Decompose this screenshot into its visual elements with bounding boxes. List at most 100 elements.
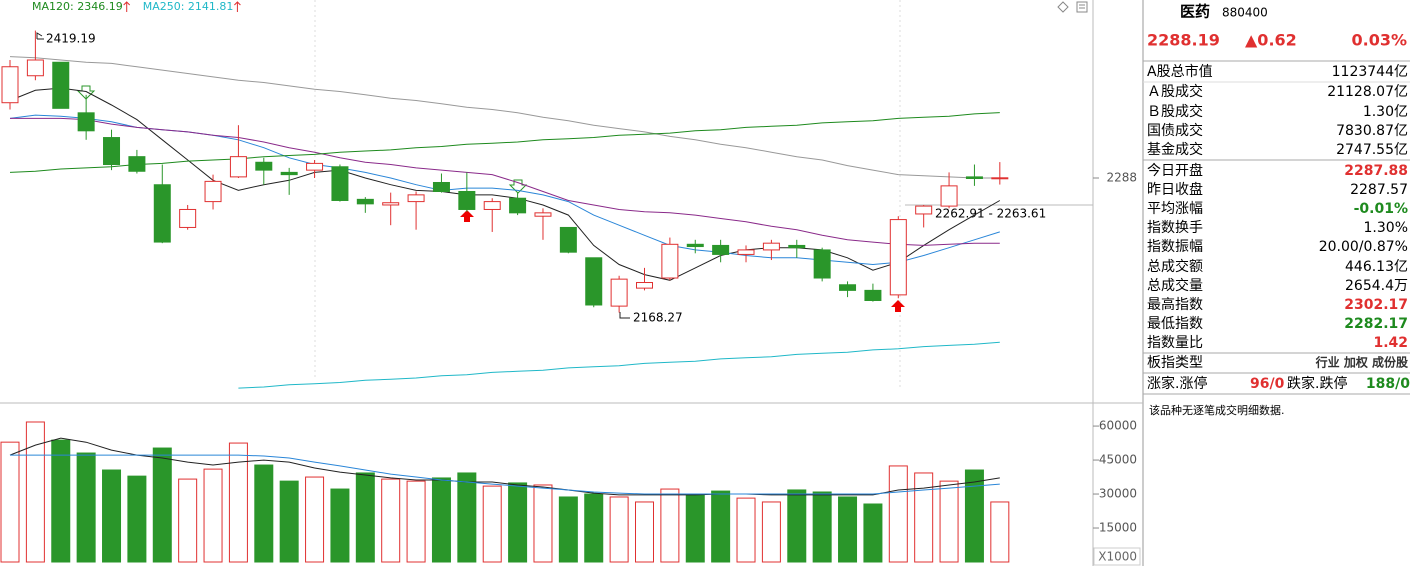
row-label: 总成交额	[1147, 258, 1203, 275]
candle-body	[661, 243, 679, 279]
row-value: 7830.87亿	[1336, 123, 1408, 139]
row-value: 2302.17	[1344, 297, 1408, 313]
candle-body	[229, 156, 247, 178]
row-value: 21128.07亿	[1327, 84, 1408, 100]
volume-bar	[457, 472, 477, 563]
y-tick-label: 15000	[1099, 521, 1137, 535]
annotation: 2419.19	[46, 32, 96, 46]
candle-body	[77, 112, 95, 132]
annotation-arrow	[619, 312, 630, 319]
row-label: 指数量比	[1147, 335, 1203, 351]
legend-entry: MA120: 2346.19	[32, 0, 123, 13]
change-pct: 0.03%	[1351, 31, 1407, 50]
volume-bar	[203, 468, 223, 563]
legend: MA120: 2346.19 MA250: 2141.81	[32, 0, 241, 13]
candle-body	[382, 202, 400, 206]
candle-body	[432, 181, 450, 192]
row-label: 平均涨幅	[1147, 201, 1203, 217]
candle-body	[686, 243, 704, 248]
signal-up	[891, 300, 905, 312]
volume-bar	[25, 421, 45, 563]
volume-bar	[964, 469, 984, 563]
candle-body	[52, 61, 70, 109]
volume-bar	[254, 464, 274, 563]
candle-body	[762, 242, 780, 251]
candle-body	[585, 257, 603, 306]
candle-body	[458, 190, 476, 210]
volume-bar	[431, 477, 451, 563]
ma-line	[9, 87, 1001, 281]
row-label: 昨日收盘	[1147, 181, 1203, 198]
candle-body	[280, 171, 298, 176]
annotation: 2168.27	[633, 311, 683, 325]
candle-body	[534, 212, 552, 217]
candle-body	[559, 226, 577, 253]
candle-body	[864, 289, 882, 301]
candle-body	[788, 244, 806, 249]
candle-body	[940, 185, 958, 207]
candle-body	[636, 282, 653, 289]
candle-body	[306, 162, 324, 171]
row-label: 最低指数	[1147, 316, 1203, 332]
info-panel: 医药 880400 2288.19 ▲0.62 0.03% A股总市值 11237…	[1143, 3, 1410, 417]
row-label: A股总市值	[1147, 63, 1213, 80]
price: 2288.19	[1147, 31, 1220, 50]
unit-label: X1000	[1098, 550, 1137, 564]
volume-bar	[787, 489, 807, 563]
volume-bar	[584, 493, 604, 563]
row-value: 446.13亿	[1345, 259, 1408, 275]
volume-bar	[711, 490, 731, 563]
rise-label: 涨家.涨停	[1147, 375, 1207, 392]
change: ▲0.62	[1245, 31, 1297, 50]
candle-body	[991, 177, 1009, 180]
volume-bar	[330, 488, 350, 563]
candle-body	[1, 66, 19, 104]
candle-body	[255, 161, 273, 171]
volume-bar	[838, 496, 858, 563]
index-name: 医药	[1180, 3, 1210, 21]
volume-bar	[76, 452, 96, 563]
legend-entry: MA250: 2141.81	[143, 0, 234, 13]
y-tick-label: 2288	[1106, 171, 1137, 185]
volume-bar	[508, 482, 528, 563]
legend-arrow	[123, 1, 131, 12]
row-value: 行业 加权 成份股	[1315, 355, 1409, 370]
volume-bar	[305, 476, 325, 563]
candle-body	[356, 198, 374, 205]
row-value: 2654.4万	[1345, 278, 1408, 294]
candle-body	[737, 249, 755, 255]
volume-bar	[381, 478, 401, 563]
y-tick-label: 45000	[1099, 453, 1137, 467]
signal-up	[460, 210, 474, 222]
volume-bar	[152, 447, 172, 563]
rise-value: 96/0	[1250, 376, 1285, 392]
candle-body	[839, 284, 857, 291]
volume-bar	[863, 503, 883, 563]
candle-body	[610, 278, 628, 307]
volume-bar	[660, 488, 680, 563]
candle-body	[128, 156, 146, 172]
volume-bar	[228, 442, 248, 563]
row-value: 2747.55亿	[1336, 142, 1408, 158]
row-value: 2282.17	[1344, 316, 1408, 332]
note: 该品种无逐笔成交明细数据.	[1149, 403, 1285, 417]
volume-bar	[761, 501, 781, 563]
annotation-arrow	[36, 32, 44, 40]
volume-bar	[914, 472, 934, 563]
candle-body	[407, 194, 425, 203]
ma-line	[238, 341, 1000, 389]
y-tick-label: 60000	[1099, 419, 1137, 433]
candle-body	[153, 184, 171, 243]
row-label: 板指类型	[1147, 355, 1203, 371]
fall-label: 跌家.跌停	[1287, 375, 1347, 392]
candle-body	[331, 166, 349, 201]
menu-icon[interactable]	[1076, 1, 1088, 13]
candle-body	[965, 176, 983, 179]
volume-bar	[990, 501, 1010, 563]
diamond-icon[interactable]	[1057, 1, 1069, 13]
volume-bar	[0, 441, 20, 563]
candle-body	[813, 249, 831, 279]
row-value: 2287.57	[1350, 182, 1408, 198]
row-label: 指数振幅	[1147, 239, 1203, 255]
volume-bar	[102, 469, 122, 563]
